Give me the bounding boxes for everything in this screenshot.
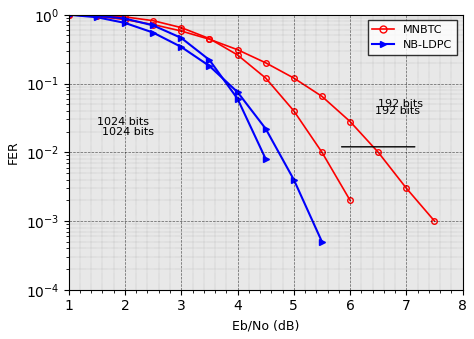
NB-LDPC (263, 127, 268, 131)
MNBTC (432, 219, 438, 223)
MNBTC (347, 119, 353, 123)
MNBTC (235, 48, 240, 52)
Legend: MNBTC, NB-LDPC: MNBTC, NB-LDPC (368, 20, 457, 55)
Line: MNBTC: MNBTC (66, 12, 437, 224)
MNBTC (94, 14, 100, 18)
MNBTC (207, 37, 212, 41)
MNBTC (150, 22, 156, 26)
NB-LDPC (122, 21, 128, 25)
NB-LDPC (235, 90, 240, 94)
Text: 192 bits: 192 bits (378, 99, 423, 109)
MNBTC (291, 76, 297, 80)
Text: 1024 bits: 1024 bits (102, 126, 155, 137)
Text: 192 bits: 192 bits (375, 106, 420, 116)
Text: 1024 bits: 1024 bits (97, 117, 149, 127)
X-axis label: Eb/No (dB): Eb/No (dB) (232, 319, 300, 332)
NB-LDPC (150, 31, 156, 35)
MNBTC (403, 186, 409, 190)
NB-LDPC (207, 64, 212, 68)
NB-LDPC (291, 178, 297, 182)
NB-LDPC (94, 15, 100, 19)
NB-LDPC (319, 240, 325, 244)
Line: NB-LDPC: NB-LDPC (65, 11, 326, 245)
MNBTC (375, 150, 381, 154)
MNBTC (178, 29, 184, 33)
MNBTC (66, 13, 72, 17)
MNBTC (319, 94, 325, 98)
NB-LDPC (66, 13, 72, 17)
NB-LDPC (178, 45, 184, 49)
MNBTC (122, 18, 128, 22)
MNBTC (263, 61, 268, 65)
Y-axis label: FER: FER (7, 140, 20, 164)
